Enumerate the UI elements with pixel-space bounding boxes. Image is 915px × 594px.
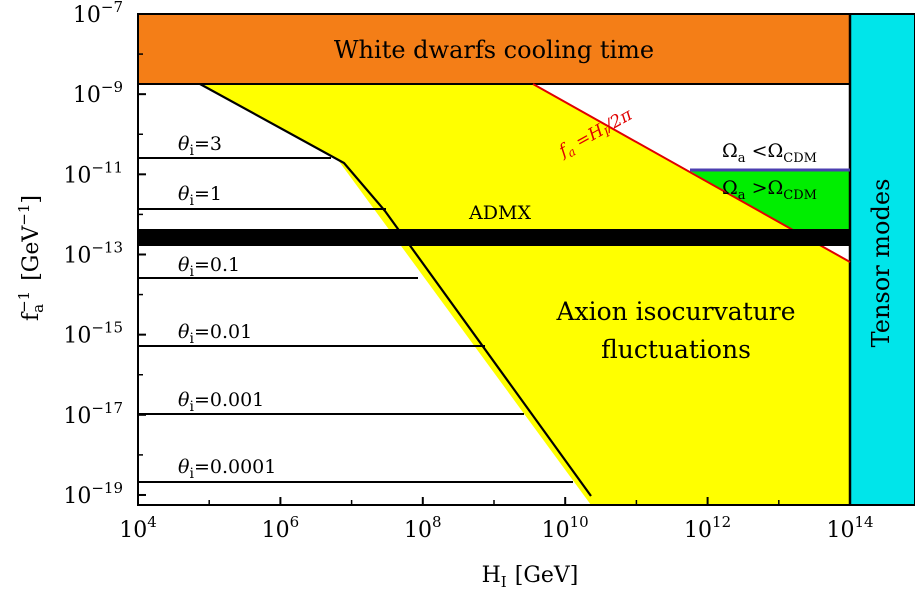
omega-over-region — [690, 171, 850, 230]
y-tick-label: 10−13 — [63, 238, 123, 268]
x-tick-label: 108 — [404, 513, 442, 543]
y-tick-label: 10−15 — [63, 319, 123, 349]
theta-label: θi=1 — [178, 183, 222, 209]
omega-over-label: Ωa >ΩCDM — [722, 177, 817, 203]
omega-under-label: Ωa <ΩCDM — [722, 140, 817, 166]
x-axis-ticks: 104 106 108 1010 1012 1014 — [119, 497, 874, 543]
white-dwarfs-label: White dwarfs cooling time — [334, 36, 654, 64]
theta-label: θi=3 — [178, 133, 222, 159]
isocurvature-label-line1: Axion isocurvature — [555, 297, 795, 326]
theta-label: θi=0.001 — [178, 389, 264, 415]
admx-band — [138, 229, 850, 246]
admx-label: ADMX — [468, 202, 531, 224]
x-tick-label: 1010 — [542, 513, 589, 543]
isocurvature-label-line2: fluctuations — [601, 335, 751, 364]
y-tick-label: 10−7 — [73, 0, 123, 28]
tensor-modes-label: Tensor modes — [867, 179, 895, 348]
theta-labels: θi=3 θi=1 θi=0.1 θi=0.01 θi=0.001 θi=0.0001 — [178, 133, 276, 482]
x-tick-label: 106 — [262, 513, 300, 543]
y-axis-ticks: 10−7 10−9 10−11 10−13 10−15 10−17 10−19 — [63, 0, 146, 509]
tensor-modes-region — [850, 14, 915, 505]
theta-label: θi=0.01 — [178, 321, 252, 347]
y-axis-title: fa−1[GeV−1] — [15, 195, 47, 321]
plot-frame — [137, 13, 915, 506]
y-tick-label: 10−17 — [63, 399, 123, 429]
x-tick-label: 1012 — [684, 513, 731, 543]
theta-label: θi=0.1 — [178, 254, 240, 280]
x-tick-label: 1014 — [826, 513, 873, 543]
y-tick-label: 10−19 — [63, 479, 123, 509]
isocurvature-boundary — [199, 83, 592, 497]
x-axis-title: HI [GeV] — [482, 563, 579, 591]
x-tick-label: 104 — [119, 513, 157, 543]
white-dwarfs-region — [138, 14, 851, 85]
y-tick-label: 10−9 — [73, 78, 123, 108]
y-tick-label: 10−11 — [63, 158, 123, 188]
theta-label: θi=0.0001 — [178, 456, 276, 482]
isocurvature-region — [200, 84, 850, 505]
